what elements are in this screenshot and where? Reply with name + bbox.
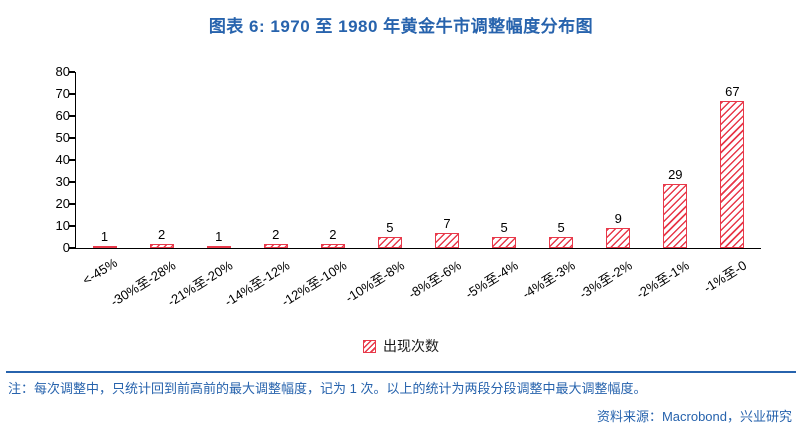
bar	[263, 243, 288, 248]
plot-area: 1 2 1 2 2 5 7 5 5 9 29 67	[75, 72, 761, 249]
bars-container: 1 2 1 2 2 5 7 5 5 9 29 67	[76, 72, 761, 248]
bar-column: 7	[419, 72, 476, 248]
y-tick-label: 30	[55, 174, 70, 189]
footnote: 注：每次调整中，只统计回到前高前的最大调整幅度，记为 1 次。以上的统计为两段分…	[8, 381, 647, 396]
x-tick-label: <-45%	[79, 255, 120, 288]
y-tick-label: 10	[55, 218, 70, 233]
x-tick-label: -5%至-4%	[462, 257, 521, 302]
bar	[606, 228, 631, 248]
bar-column: 5	[476, 72, 533, 248]
x-tick-label: -3%至-2%	[576, 257, 635, 302]
x-tick-label: -2%至-1%	[633, 257, 692, 302]
bar	[663, 184, 688, 248]
chart-title: 图表 6: 1970 至 1980 年黄金牛市调整幅度分布图	[208, 17, 594, 36]
bar-column: 5	[533, 72, 590, 248]
y-tick-mark	[69, 115, 75, 117]
bar	[492, 237, 517, 248]
legend-swatch-icon	[363, 339, 376, 353]
bar-value-label: 7	[443, 215, 451, 231]
bar	[320, 243, 345, 248]
chart-legend: 出现次数	[0, 336, 802, 356]
bar-value-label: 5	[386, 220, 394, 235]
y-tick-mark	[69, 71, 75, 73]
legend-label: 出现次数	[383, 338, 439, 354]
bar	[206, 245, 231, 248]
y-tick-label: 20	[55, 196, 70, 211]
bar-column: 2	[133, 72, 190, 248]
x-tick-label: -1%至-0	[700, 257, 750, 296]
bar	[92, 245, 117, 248]
y-tick-mark	[69, 181, 75, 183]
footer-divider	[6, 371, 796, 373]
bar-column: 9	[590, 72, 647, 248]
y-tick-label: 40	[55, 152, 70, 167]
bar	[720, 100, 745, 248]
bar-value-label: 5	[557, 220, 565, 235]
y-tick-mark	[69, 203, 75, 205]
bar-column: 67	[704, 72, 761, 248]
y-tick-label: 60	[55, 108, 70, 123]
bar-value-label: 2	[272, 226, 280, 242]
x-tick-label: -8%至-6%	[405, 257, 464, 302]
y-tick-label: 0	[62, 240, 70, 255]
y-tick-mark	[69, 225, 75, 227]
bar-value-label: 67	[725, 83, 740, 99]
bar-column: 1	[190, 72, 247, 248]
bar-column: 2	[304, 72, 361, 248]
bar-value-label: 1	[100, 228, 109, 244]
bar	[549, 237, 574, 248]
bar-value-label: 9	[614, 211, 622, 227]
bar-value-label: 1	[215, 228, 223, 244]
x-tick-label: -10%至-8%	[342, 257, 407, 306]
y-tick-label: 80	[55, 64, 70, 79]
bar-value-label: 29	[668, 167, 683, 183]
bar-column: 2	[247, 72, 304, 248]
bar-value-label: 2	[157, 226, 166, 242]
bar-value-label: 5	[500, 220, 508, 235]
y-tick-label: 50	[55, 130, 70, 145]
y-tick-label: 70	[55, 86, 70, 101]
bar	[149, 243, 174, 248]
bar-column: 1	[76, 72, 133, 248]
bar	[377, 237, 402, 248]
bar-column: 5	[361, 72, 418, 248]
y-tick-mark	[69, 247, 75, 249]
y-tick-mark	[69, 159, 75, 161]
x-tick-label: -4%至-3%	[519, 257, 578, 302]
bar-value-label: 2	[329, 226, 337, 242]
bar-column: 29	[647, 72, 704, 248]
bar	[435, 232, 459, 248]
y-tick-mark	[69, 137, 75, 139]
y-tick-mark	[69, 93, 75, 95]
source-text: 资料来源：Macrobond，兴业研究	[596, 409, 792, 424]
